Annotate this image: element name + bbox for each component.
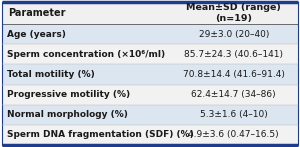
Bar (2, 125, 298, 145)
Bar (2, 44, 298, 64)
Bar (2, 105, 298, 125)
Text: 62.4±14.7 (34–86): 62.4±14.7 (34–86) (191, 90, 276, 99)
Text: Total motility (%): Total motility (%) (7, 70, 95, 79)
Text: 70.8±14.4 (41.6–91.4): 70.8±14.4 (41.6–91.4) (183, 70, 285, 79)
Bar (2, 64, 298, 85)
Bar (2, 24, 298, 44)
Text: 5.3±1.6 (4–10): 5.3±1.6 (4–10) (200, 110, 268, 119)
Text: Normal morphology (%): Normal morphology (%) (7, 110, 128, 119)
Text: Parameter: Parameter (8, 8, 65, 18)
Text: Sperm DNA fragmentation (SDF) (%): Sperm DNA fragmentation (SDF) (%) (7, 130, 194, 139)
Bar (2, 85, 298, 105)
Text: Mean±SD (range)
(n=19): Mean±SD (range) (n=19) (186, 3, 281, 23)
Text: Progressive motility (%): Progressive motility (%) (7, 90, 130, 99)
Text: Age (years): Age (years) (7, 30, 66, 39)
Bar (2, 2, 298, 24)
Text: 85.7±24.3 (40.6–141): 85.7±24.3 (40.6–141) (184, 50, 283, 59)
Text: 29±3.0 (20–40): 29±3.0 (20–40) (199, 30, 269, 39)
Text: Sperm concentration (×10⁶/ml): Sperm concentration (×10⁶/ml) (7, 50, 165, 59)
Text: 4.9±3.6 (0.47–16.5): 4.9±3.6 (0.47–16.5) (188, 130, 279, 139)
